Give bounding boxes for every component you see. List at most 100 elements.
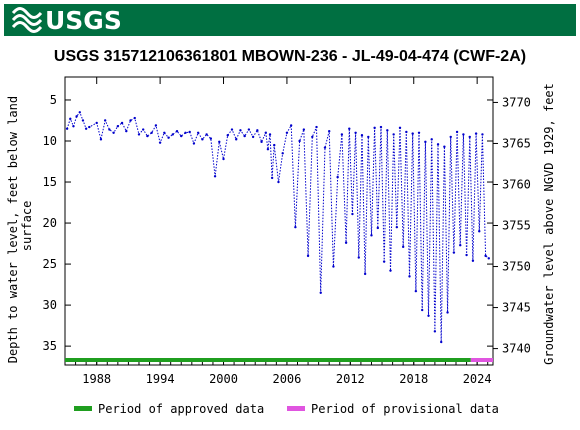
data-point [247,128,251,131]
y-axis-label-line1: Depth to water level, feet below land [6,96,20,363]
x-tick-label: 1988 [82,372,111,386]
data-point [196,131,200,134]
data-point [108,128,111,131]
data-point [69,117,72,121]
data-point [205,133,208,136]
data-point [150,131,153,134]
data-point [129,119,132,122]
data-point [411,132,414,135]
data-point [420,308,424,312]
legend-label-approved: Period of approved data [98,402,264,416]
data-point [188,130,191,134]
data-point [226,134,229,137]
legend: Period of approved data Period of provisi… [74,402,499,416]
x-tick-label: 2018 [399,372,428,386]
data-point [484,254,487,258]
y-axis-label: Depth to water level, feet below land su… [6,89,34,364]
usgs-logo: USGS [12,5,122,35]
chart-title: USGS 315712106361801 MBOWN-236 - JL-49-0… [54,48,526,65]
data-point [471,259,475,262]
data-point [414,289,418,293]
data-point [65,127,69,130]
data-point [430,138,433,141]
data-series [65,111,490,344]
data-point [184,131,187,134]
data-point [462,133,465,136]
data-point [424,140,427,144]
y2-tick-label: 3770 [502,95,531,109]
y-tick-label: 5 [50,93,57,107]
y-tick-label: 25 [43,257,57,271]
data-point [376,226,380,230]
usgs-wave-icon [12,7,42,33]
data-point [171,133,174,136]
data-point [360,134,364,137]
y-tick-label: 30 [43,298,57,312]
data-point [427,314,430,317]
plot-frame [64,76,494,366]
data-point [116,125,120,128]
data-point [230,128,234,131]
data-point [99,138,103,141]
data-point [72,125,75,128]
data-point [398,126,402,130]
data-point [344,241,348,244]
data-point [268,133,272,136]
data-point [88,125,91,129]
data-point [332,265,335,268]
data-point [417,131,421,134]
x-tick-label: 2000 [209,372,238,386]
data-point [433,330,437,333]
y2-tick-label: 3750 [502,260,531,274]
data-point [277,180,280,184]
data-point [201,138,204,141]
data-point [348,127,351,130]
data-point [465,253,468,257]
usgs-header-bar: USGS [4,4,576,36]
data-point [103,119,107,122]
logo-text: USGS [45,5,122,35]
y-tick-label: 10 [43,134,57,148]
data-point [382,260,386,263]
y2-tick-label: 3740 [502,342,531,356]
data-point [408,275,411,278]
data-point [222,157,225,161]
data-point [285,131,289,134]
data-point [112,131,115,134]
data-point [142,128,145,131]
data-point [351,212,354,216]
data-point [298,139,301,143]
data-point [395,225,399,229]
y-tick-label: 20 [43,216,57,230]
data-point [389,269,392,272]
legend-swatch-provisional [287,406,305,411]
plot-border [64,76,494,366]
data-point [273,143,276,147]
y-axis-ticks: 5 10 15 20 25 30 35 [43,93,493,353]
y-tick-label: 15 [43,175,57,189]
data-point [459,244,462,247]
x-tick-label: 1994 [146,372,175,386]
data-point [370,234,373,237]
data-point [270,176,274,180]
data-point [481,133,484,136]
data-point [243,134,246,138]
data-point [251,135,255,139]
data-point [336,175,339,179]
data-point [302,128,306,131]
data-point [363,272,367,276]
data-point [154,124,158,127]
data-point [137,133,141,136]
data-point [120,121,124,125]
y2-tick-label: 3745 [502,301,531,315]
series-line [66,111,490,343]
data-point [436,143,440,146]
data-point [294,225,297,229]
data-point [75,115,78,118]
y2-tick-label: 3765 [502,136,531,150]
data-period-bars [65,358,493,362]
data-point [446,311,449,314]
data-point [125,129,128,133]
data-point [468,135,471,139]
